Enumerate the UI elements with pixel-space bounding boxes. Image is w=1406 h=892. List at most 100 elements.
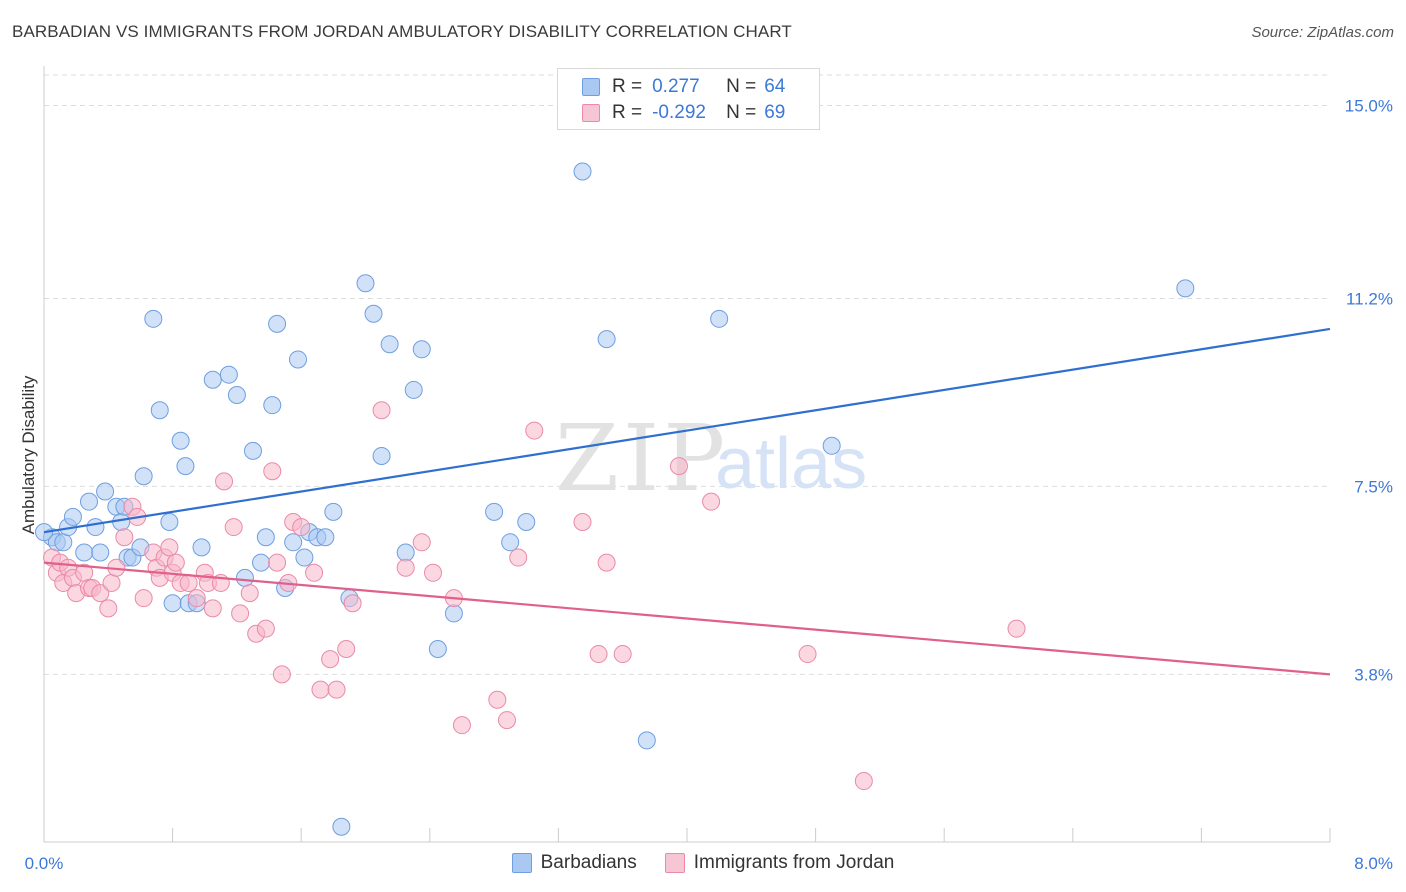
barbadian-point — [710, 309, 729, 328]
jordan-point — [102, 573, 121, 592]
barbadian-point — [263, 396, 282, 415]
jordan-point — [134, 589, 153, 608]
chart-title: BARBADIAN VS IMMIGRANTS FROM JORDAN AMBU… — [12, 22, 792, 41]
jordan-point — [452, 716, 471, 735]
barbadian-point — [252, 553, 271, 572]
x-tick-label: 0.0% — [25, 854, 64, 873]
jordan-point — [337, 639, 356, 658]
y-tick-label: 11.2% — [1346, 289, 1393, 308]
jordan-point — [327, 680, 346, 699]
barbadian-point — [485, 502, 504, 521]
x-tick-label: 8.0% — [1354, 854, 1393, 873]
barbadian-point — [412, 340, 431, 359]
barbadian-point — [637, 731, 656, 750]
jordan-point — [372, 401, 391, 420]
barbadian-point — [316, 528, 335, 547]
jordan-point — [497, 711, 516, 730]
barbadian-point — [268, 314, 287, 333]
jordan-point — [424, 563, 443, 582]
tick-labels: 3.8% 7.5% 11.2% 15.0% 0.0% 8.0% — [25, 96, 1393, 873]
barbadian-point — [163, 594, 182, 613]
barbadian-point — [324, 502, 343, 521]
jordan-point — [1007, 619, 1026, 638]
legend-label-barbadians: Barbadians — [540, 852, 637, 873]
barbadian-point — [150, 401, 169, 420]
jordan-point — [240, 584, 259, 603]
barbadian-point — [396, 543, 415, 562]
legend-r-value: 0.277 — [652, 76, 700, 97]
correlation-legend: R = 0.277 N = 64 R = -0.292 N = 69 — [557, 68, 820, 130]
barbadian-point — [219, 365, 238, 384]
jordan-point — [488, 690, 507, 709]
legend-n-value: 69 — [764, 102, 786, 123]
barbadian-point — [243, 441, 262, 460]
jordan-trend-line — [43, 561, 1331, 676]
barbadian-point — [203, 370, 222, 389]
legend-r-label: R = — [612, 102, 643, 123]
barbadian-point — [235, 568, 254, 587]
barbadian-point — [284, 533, 303, 552]
legend-row-jordan: R = -0.292 N = 69 — [582, 101, 785, 125]
jordan-point — [203, 599, 222, 618]
legend-item-barbadians[interactable]: Barbadians — [511, 852, 637, 874]
jordan-point — [268, 553, 287, 572]
barbadian-point — [160, 512, 179, 531]
jordan-point — [343, 594, 362, 613]
series-legend: Barbadians Immigrants from Jordan — [0, 852, 1406, 874]
legend-n-label: N = — [726, 102, 757, 123]
barbadian-point — [1176, 279, 1195, 298]
jordan-point — [597, 553, 616, 572]
jordan-point — [91, 584, 110, 603]
jordan-point — [321, 650, 340, 669]
watermark: ZIP atlas — [555, 405, 867, 512]
barbadian-point — [428, 639, 447, 658]
legend-swatch-pink — [664, 853, 685, 873]
legend-r-value: -0.292 — [652, 102, 706, 123]
jordan-point — [256, 619, 275, 638]
barbadian-point — [356, 274, 375, 293]
barbadian-point — [171, 431, 190, 450]
jordan-point — [305, 563, 324, 582]
barbadian-point — [597, 330, 616, 349]
jordan-point — [798, 645, 817, 664]
jordan-point — [854, 772, 873, 791]
jordan-point — [525, 421, 544, 440]
barbadian-point — [75, 543, 94, 562]
jordan-point — [573, 512, 592, 531]
jordan-point — [231, 604, 250, 623]
jordan-point — [292, 518, 311, 537]
y-tick-label: 3.8% — [1354, 665, 1393, 684]
legend-r-label: R = — [612, 76, 643, 97]
legend-row-barbadians: R = 0.277 N = 64 — [582, 75, 785, 99]
legend-label-jordan: Immigrants from Jordan — [693, 852, 895, 873]
legend-item-jordan[interactable]: Immigrants from Jordan — [664, 852, 895, 874]
barbadian-point — [295, 548, 314, 567]
jordan-point — [613, 645, 632, 664]
jordan-point — [311, 680, 330, 699]
legend-swatch-blue — [582, 78, 600, 96]
barbadian-point — [86, 518, 105, 537]
y-tick-label: 7.5% — [1354, 477, 1393, 496]
barbadian-trend-line — [43, 327, 1331, 534]
watermark-atlas: atlas — [715, 424, 867, 504]
jordan-point — [702, 492, 721, 511]
jordan-point — [263, 462, 282, 481]
jordan-point — [160, 538, 179, 557]
trend-lines — [43, 327, 1331, 676]
jordan-point — [509, 548, 528, 567]
watermark-zip: ZIP — [555, 405, 729, 512]
barbadian-point — [573, 162, 592, 181]
jordan-point — [272, 665, 291, 684]
barbadian-point — [80, 492, 99, 511]
barbadian-point — [134, 467, 153, 486]
jordan-point — [589, 645, 608, 664]
barbadian-point — [364, 304, 383, 323]
axes — [43, 66, 1331, 843]
barbadian-point — [96, 482, 115, 501]
barbadian-point — [144, 309, 163, 328]
barbadian-point — [256, 528, 275, 547]
barbadian-point — [501, 533, 520, 552]
legend-n-label: N = — [726, 76, 757, 97]
jordan-point — [115, 528, 134, 547]
